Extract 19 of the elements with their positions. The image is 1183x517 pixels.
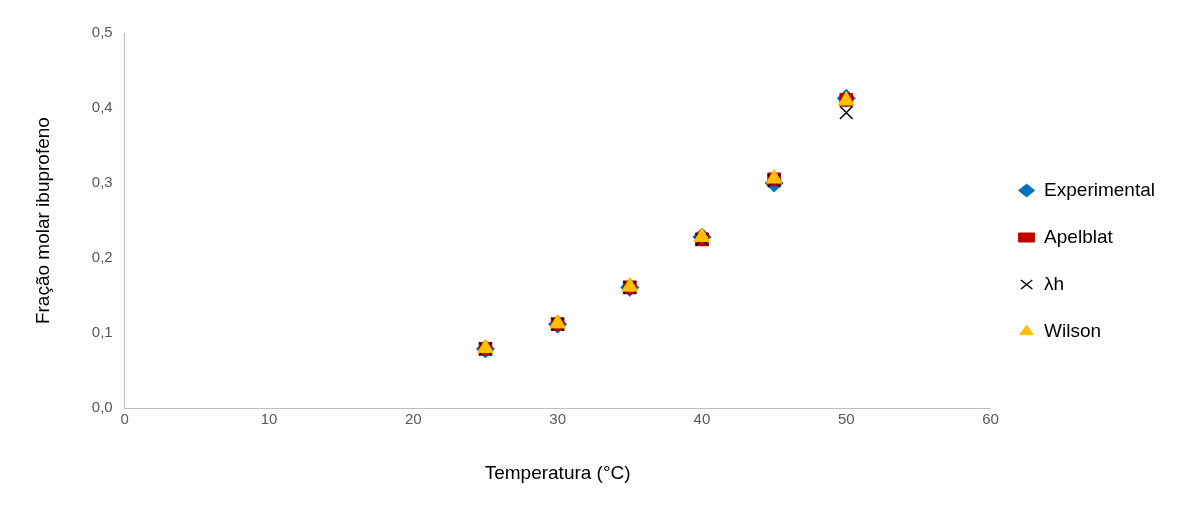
legend-label: Wilson [1044, 319, 1102, 341]
x-tick-label: 30 [549, 410, 566, 428]
x-tick-label: 40 [693, 410, 711, 428]
legend-label: Experimental [1044, 178, 1156, 200]
y-tick-label: 0,4 [91, 98, 113, 116]
y-axis-title: Fração molar ibuprofeno [31, 117, 53, 325]
x-tick-label: 10 [260, 410, 278, 428]
x-tick-label: 0 [120, 410, 129, 428]
x-tick-label: 20 [404, 410, 422, 428]
y-tick-label: 0,0 [91, 398, 113, 416]
y-tick-label: 0,1 [91, 323, 113, 341]
x-axis-title: Temperatura (°C) [484, 461, 631, 483]
y-tick-label: 0,5 [91, 23, 113, 41]
y-tick-label: 0,3 [91, 173, 113, 191]
legend-label: Apelblat [1044, 225, 1114, 247]
x-tick-label: 60 [982, 410, 999, 428]
y-tick-label: 0,2 [91, 248, 113, 266]
x-tick-label: 50 [837, 410, 855, 428]
legend-label: λh [1044, 272, 1065, 294]
